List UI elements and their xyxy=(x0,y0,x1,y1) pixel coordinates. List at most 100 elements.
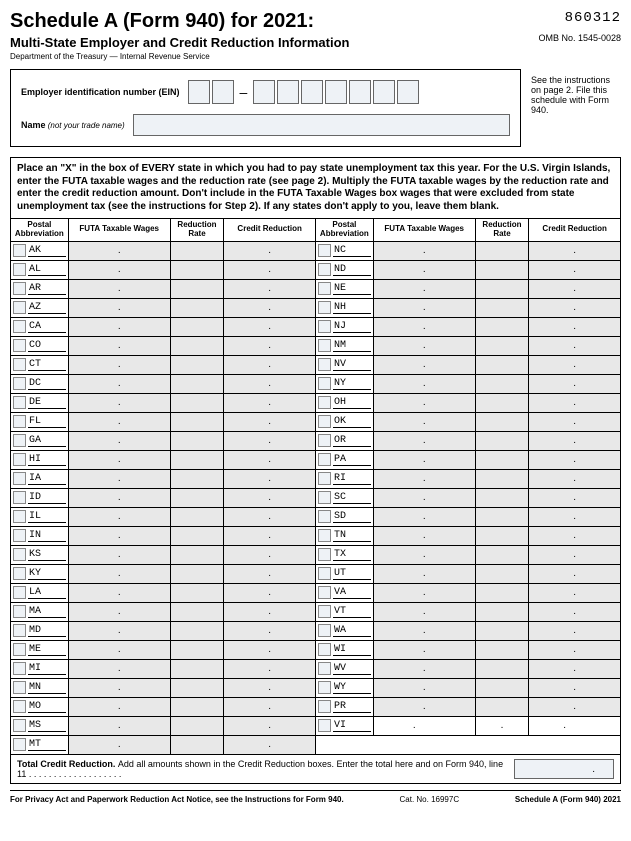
state-checkbox[interactable] xyxy=(318,320,331,333)
state-checkbox[interactable] xyxy=(13,415,26,428)
state-checkbox[interactable] xyxy=(13,339,26,352)
state-checkbox[interactable] xyxy=(318,681,331,694)
wages-cell: . xyxy=(68,488,170,507)
total-credit-field[interactable]: . xyxy=(514,759,614,779)
state-checkbox[interactable] xyxy=(13,358,26,371)
state-row: NV.. xyxy=(316,355,620,374)
state-checkbox[interactable] xyxy=(318,244,331,257)
state-checkbox[interactable] xyxy=(318,529,331,542)
state-checkbox[interactable] xyxy=(13,491,26,504)
state-checkbox[interactable] xyxy=(318,358,331,371)
state-row: LA.. xyxy=(11,583,315,602)
state-row: ME.. xyxy=(11,640,315,659)
state-row: DE.. xyxy=(11,393,315,412)
states-table: Postal Abbreviation FUTA Taxable Wages R… xyxy=(10,219,621,755)
credit-cell: . xyxy=(529,545,620,564)
state-checkbox[interactable] xyxy=(318,567,331,580)
state-checkbox[interactable] xyxy=(318,282,331,295)
state-checkbox[interactable] xyxy=(13,529,26,542)
state-checkbox[interactable] xyxy=(318,339,331,352)
state-checkbox[interactable] xyxy=(318,434,331,447)
state-checkbox[interactable] xyxy=(13,377,26,390)
credit-cell[interactable]: . xyxy=(529,716,620,735)
state-row: MI.. xyxy=(11,659,315,678)
wages-cell[interactable]: . xyxy=(373,716,475,735)
state-abbr: WY xyxy=(333,682,371,694)
state-checkbox[interactable] xyxy=(13,567,26,580)
state-checkbox[interactable] xyxy=(13,662,26,675)
form-number: 860312 xyxy=(565,10,621,26)
state-checkbox[interactable] xyxy=(13,605,26,618)
credit-cell: . xyxy=(224,298,315,317)
state-checkbox[interactable] xyxy=(13,472,26,485)
credit-cell: . xyxy=(224,659,315,678)
rate-cell xyxy=(170,678,224,697)
state-checkbox[interactable] xyxy=(13,643,26,656)
state-checkbox[interactable] xyxy=(318,491,331,504)
state-checkbox[interactable] xyxy=(13,586,26,599)
state-abbr: MO xyxy=(28,701,66,713)
ein-cell[interactable] xyxy=(325,80,347,104)
state-checkbox[interactable] xyxy=(13,301,26,314)
rate-cell xyxy=(170,298,224,317)
state-checkbox[interactable] xyxy=(13,624,26,637)
state-checkbox[interactable] xyxy=(318,605,331,618)
ein-cell[interactable] xyxy=(301,80,323,104)
rate-cell xyxy=(475,260,529,279)
state-checkbox[interactable] xyxy=(318,263,331,276)
state-checkbox[interactable] xyxy=(318,700,331,713)
state-checkbox[interactable] xyxy=(318,548,331,561)
state-checkbox[interactable] xyxy=(318,643,331,656)
state-checkbox[interactable] xyxy=(13,719,26,732)
ein-cell[interactable] xyxy=(349,80,371,104)
state-checkbox[interactable] xyxy=(318,453,331,466)
state-checkbox[interactable] xyxy=(13,320,26,333)
state-row: DC.. xyxy=(11,374,315,393)
state-checkbox[interactable] xyxy=(318,662,331,675)
ein-cell[interactable] xyxy=(397,80,419,104)
state-checkbox[interactable] xyxy=(318,510,331,523)
name-field[interactable] xyxy=(133,114,510,136)
state-checkbox[interactable] xyxy=(13,548,26,561)
state-checkbox[interactable] xyxy=(13,434,26,447)
ein-cell[interactable] xyxy=(253,80,275,104)
ein-cell[interactable] xyxy=(277,80,299,104)
state-checkbox[interactable] xyxy=(13,738,26,751)
ein-cell[interactable] xyxy=(188,80,210,104)
wages-cell: . xyxy=(68,640,170,659)
state-checkbox[interactable] xyxy=(13,263,26,276)
col-wages: FUTA Taxable Wages xyxy=(68,219,170,241)
rate-cell xyxy=(170,241,224,260)
wages-cell: . xyxy=(373,336,475,355)
credit-cell: . xyxy=(529,640,620,659)
state-abbr: DE xyxy=(28,397,66,409)
credit-cell: . xyxy=(224,374,315,393)
state-checkbox[interactable] xyxy=(318,586,331,599)
state-checkbox[interactable] xyxy=(318,719,331,732)
wages-cell: . xyxy=(373,393,475,412)
state-checkbox[interactable] xyxy=(318,301,331,314)
rate-cell[interactable]: . xyxy=(475,716,529,735)
ein-cell[interactable] xyxy=(212,80,234,104)
state-checkbox[interactable] xyxy=(318,396,331,409)
rate-cell xyxy=(170,735,224,754)
credit-cell: . xyxy=(529,450,620,469)
state-row: SD.. xyxy=(316,507,620,526)
state-checkbox[interactable] xyxy=(13,244,26,257)
state-checkbox[interactable] xyxy=(13,453,26,466)
state-checkbox[interactable] xyxy=(13,282,26,295)
state-checkbox[interactable] xyxy=(13,510,26,523)
state-checkbox[interactable] xyxy=(13,700,26,713)
state-row: SC.. xyxy=(316,488,620,507)
ein-cell[interactable] xyxy=(373,80,395,104)
state-checkbox[interactable] xyxy=(318,415,331,428)
state-checkbox[interactable] xyxy=(318,377,331,390)
col-abbr: Postal Abbreviation xyxy=(316,219,373,241)
wages-cell: . xyxy=(373,602,475,621)
state-checkbox[interactable] xyxy=(318,624,331,637)
state-checkbox[interactable] xyxy=(318,472,331,485)
state-checkbox[interactable] xyxy=(13,396,26,409)
state-checkbox[interactable] xyxy=(13,681,26,694)
ein-cells: – xyxy=(188,80,420,104)
state-row: AL.. xyxy=(11,260,315,279)
